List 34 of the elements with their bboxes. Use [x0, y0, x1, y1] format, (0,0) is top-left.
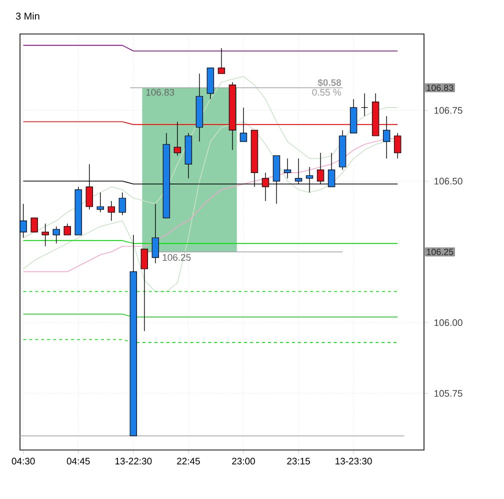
candlestick: [42, 223, 49, 247]
annotation: $0.58: [318, 78, 342, 87]
annotation: 0.55 %: [312, 88, 341, 96]
y-tick-label: 106.50: [434, 178, 462, 185]
x-tick-label: 04:30: [12, 458, 35, 464]
text: 106.83: [426, 84, 454, 91]
candlestick: [360, 93, 368, 116]
candlestick: [284, 158, 292, 179]
text: 106.25: [426, 248, 454, 256]
candlestick: [218, 48, 226, 74]
x-tick-label: 23:15: [287, 458, 310, 464]
x-tick-label: 04:45: [66, 458, 90, 464]
ref-line-label: 106.83: [146, 88, 174, 96]
candlestick: [96, 192, 104, 213]
candlestick: [240, 107, 248, 142]
x-tick-label: 22:45: [177, 458, 200, 464]
candlestick: [108, 200, 115, 222]
y-tick-label: 106.75: [434, 107, 462, 114]
candlestick: [394, 132, 402, 159]
x-tick-label: 13-23:30: [336, 458, 372, 464]
candlestick: [64, 223, 71, 236]
candlestick: [140, 248, 148, 332]
chart-title: 3 Min: [16, 12, 40, 20]
candlestick: [30, 218, 38, 232]
candlestick: [152, 203, 160, 264]
x-tick-label: 23:00: [232, 458, 255, 464]
y-tick-label: 105.75: [434, 390, 462, 397]
candlestick: [174, 121, 182, 156]
ref-line-label: 106.25: [162, 254, 191, 261]
x-tick-label: 13-22:30: [115, 458, 152, 464]
candlestick: [382, 116, 390, 159]
y-tick-label: 106.00: [434, 319, 462, 326]
candlestick: [118, 192, 126, 216]
candlestick: [52, 226, 60, 244]
